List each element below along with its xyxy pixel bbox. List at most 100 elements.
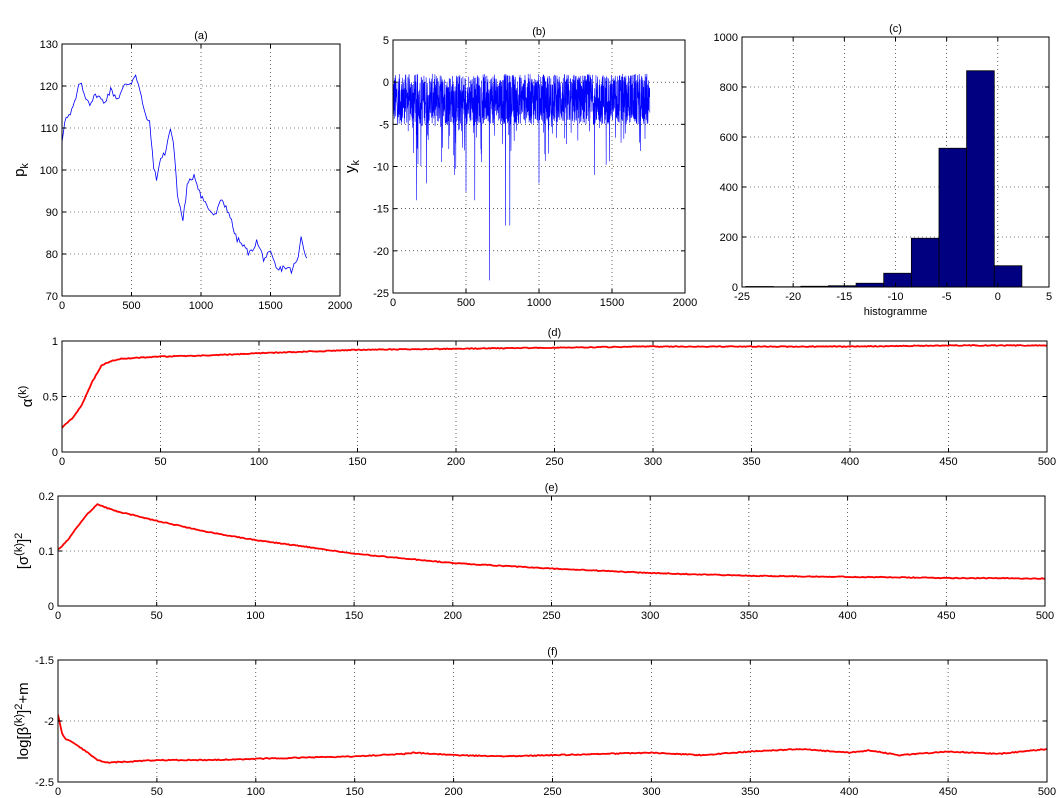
series	[58, 714, 1047, 764]
x-tick-label: 500	[1038, 456, 1056, 468]
y-tick-label: 80	[46, 249, 58, 261]
y-tick-label: 0.1	[39, 546, 54, 558]
x-tick-label: 350	[740, 610, 758, 622]
histogram-bar	[966, 70, 995, 287]
x-tick-label: 0	[390, 297, 396, 309]
series	[58, 503, 1045, 580]
y-tick-label: 120	[40, 81, 58, 93]
y-tick-label: 400	[720, 182, 738, 194]
x-tick-label: 500	[1038, 786, 1056, 798]
y-tick-label: -1.5	[35, 655, 54, 667]
x-tick-label: -15	[836, 291, 852, 303]
series	[62, 344, 1047, 429]
panel-e: 0 50 100 150 200 250 300 350 400 450 500 0 0.1 0.2 (e)…	[13, 482, 1054, 622]
x-tick-label: 500	[457, 297, 475, 309]
x-tick-label: 200	[444, 610, 462, 622]
series-line	[393, 73, 651, 281]
x-tick-label: 250	[545, 456, 563, 468]
x-tick-label: -5	[942, 291, 952, 303]
x-tick-label: 1500	[600, 297, 624, 309]
y-tick-label: 600	[720, 132, 738, 144]
x-tick-label: 450	[939, 456, 957, 468]
panel-b: 0 500 1000 1500 2000 -25 -20 -15 -10 -5 0 5 (b) yk	[342, 26, 697, 309]
y-tick-label: -10	[373, 162, 389, 174]
y-tick-label: 1000	[714, 32, 738, 44]
x-tick-label: 100	[246, 610, 264, 622]
x-tick-label: 400	[840, 786, 858, 798]
y-tick-label: -20	[373, 246, 389, 258]
x-tick-label: 250	[543, 786, 561, 798]
y-tick-label: -15	[373, 204, 389, 216]
x-tick-label: 350	[742, 456, 760, 468]
x-tick-label: 500	[1036, 610, 1054, 622]
y-tick-label: 0	[52, 447, 58, 459]
y-tick-label: 0	[383, 77, 389, 89]
x-tick-label: 150	[345, 610, 363, 622]
x-tick-label: 350	[741, 786, 759, 798]
x-tick-label: 450	[937, 610, 955, 622]
series	[62, 74, 308, 275]
x-tick-label: -20	[785, 291, 801, 303]
histogram-bar	[883, 272, 912, 287]
x-tick-label: 400	[838, 610, 856, 622]
x-tick-label: 200	[444, 786, 462, 798]
plot-area	[61, 43, 341, 297]
series-line	[62, 74, 308, 275]
y-tick-label: 0	[732, 282, 738, 294]
x-tick-label: 0	[995, 291, 1001, 303]
series	[393, 73, 651, 281]
x-tick-label: 0	[59, 456, 65, 468]
x-tick-label: 0	[55, 610, 61, 622]
x-tick-label: 100	[247, 786, 265, 798]
panel-title: (e)	[545, 482, 558, 494]
panel-d: 0 50 100 150 200 250 300 350 400 450 500 0 0.5 1 (d) α(…	[17, 327, 1056, 468]
panel-title: (b)	[532, 26, 545, 38]
panel-title: (d)	[548, 327, 561, 339]
y-tick-label: 130	[40, 39, 58, 51]
series-line	[58, 503, 1045, 580]
x-tick-label: 1000	[189, 300, 213, 312]
x-tick-label: -10	[888, 291, 904, 303]
histogram-bar	[855, 282, 885, 287]
y-tick-label: 0	[48, 601, 54, 613]
histogram-bar	[910, 237, 940, 287]
y-axis-label: yk	[342, 160, 362, 174]
x-tick-label: 50	[154, 456, 166, 468]
x-tick-label: 400	[841, 456, 859, 468]
series	[745, 70, 1023, 287]
y-tick-label: -25	[373, 288, 389, 300]
x-tick-label: 150	[348, 456, 366, 468]
x-tick-label: 50	[151, 610, 163, 622]
x-tick-label: 5	[1046, 291, 1052, 303]
series-line	[62, 344, 1047, 429]
x-tick-label: -25	[734, 291, 750, 303]
x-tick-label: 0	[59, 300, 65, 312]
y-axis-label: pk	[11, 163, 31, 177]
x-tick-label: 250	[542, 610, 560, 622]
panel-f: 0 50 100 150 200 250 300 350 400 450 500 -2.5 -2 -1.5…	[13, 646, 1056, 798]
y-tick-label: 0.5	[43, 392, 58, 404]
y-axis-label: log[β(k)]2+m	[13, 682, 32, 759]
y-tick-label: 800	[720, 82, 738, 94]
y-tick-label: -2	[44, 716, 54, 728]
histogram-bar	[938, 147, 968, 287]
y-tick-label: 70	[46, 291, 58, 303]
y-axis-label: [σ(k)]2	[13, 533, 32, 570]
y-tick-label: 200	[720, 232, 738, 244]
y-axis-label: α(k)	[17, 386, 36, 408]
y-tick-label: 110	[40, 123, 58, 135]
panel-c: -25 -20 -15 -10 -5 0 5 0 200 400 600 800 1000 (c) hist…	[714, 23, 1053, 318]
y-tick-label: -5	[379, 119, 389, 131]
y-tick-label: 1	[52, 336, 58, 348]
y-tick-label: 100	[40, 165, 58, 177]
panel-title: (c)	[889, 23, 902, 35]
panel-title: (f)	[547, 646, 557, 658]
x-tick-label: 300	[644, 456, 662, 468]
y-tick-label: 90	[46, 207, 58, 219]
x-axis-label: histogramme	[864, 306, 928, 318]
series-line	[58, 714, 1047, 764]
y-tick-label: -2.5	[35, 777, 54, 789]
y-tick-label: 5	[383, 35, 389, 47]
histogram-bar	[993, 265, 1023, 287]
